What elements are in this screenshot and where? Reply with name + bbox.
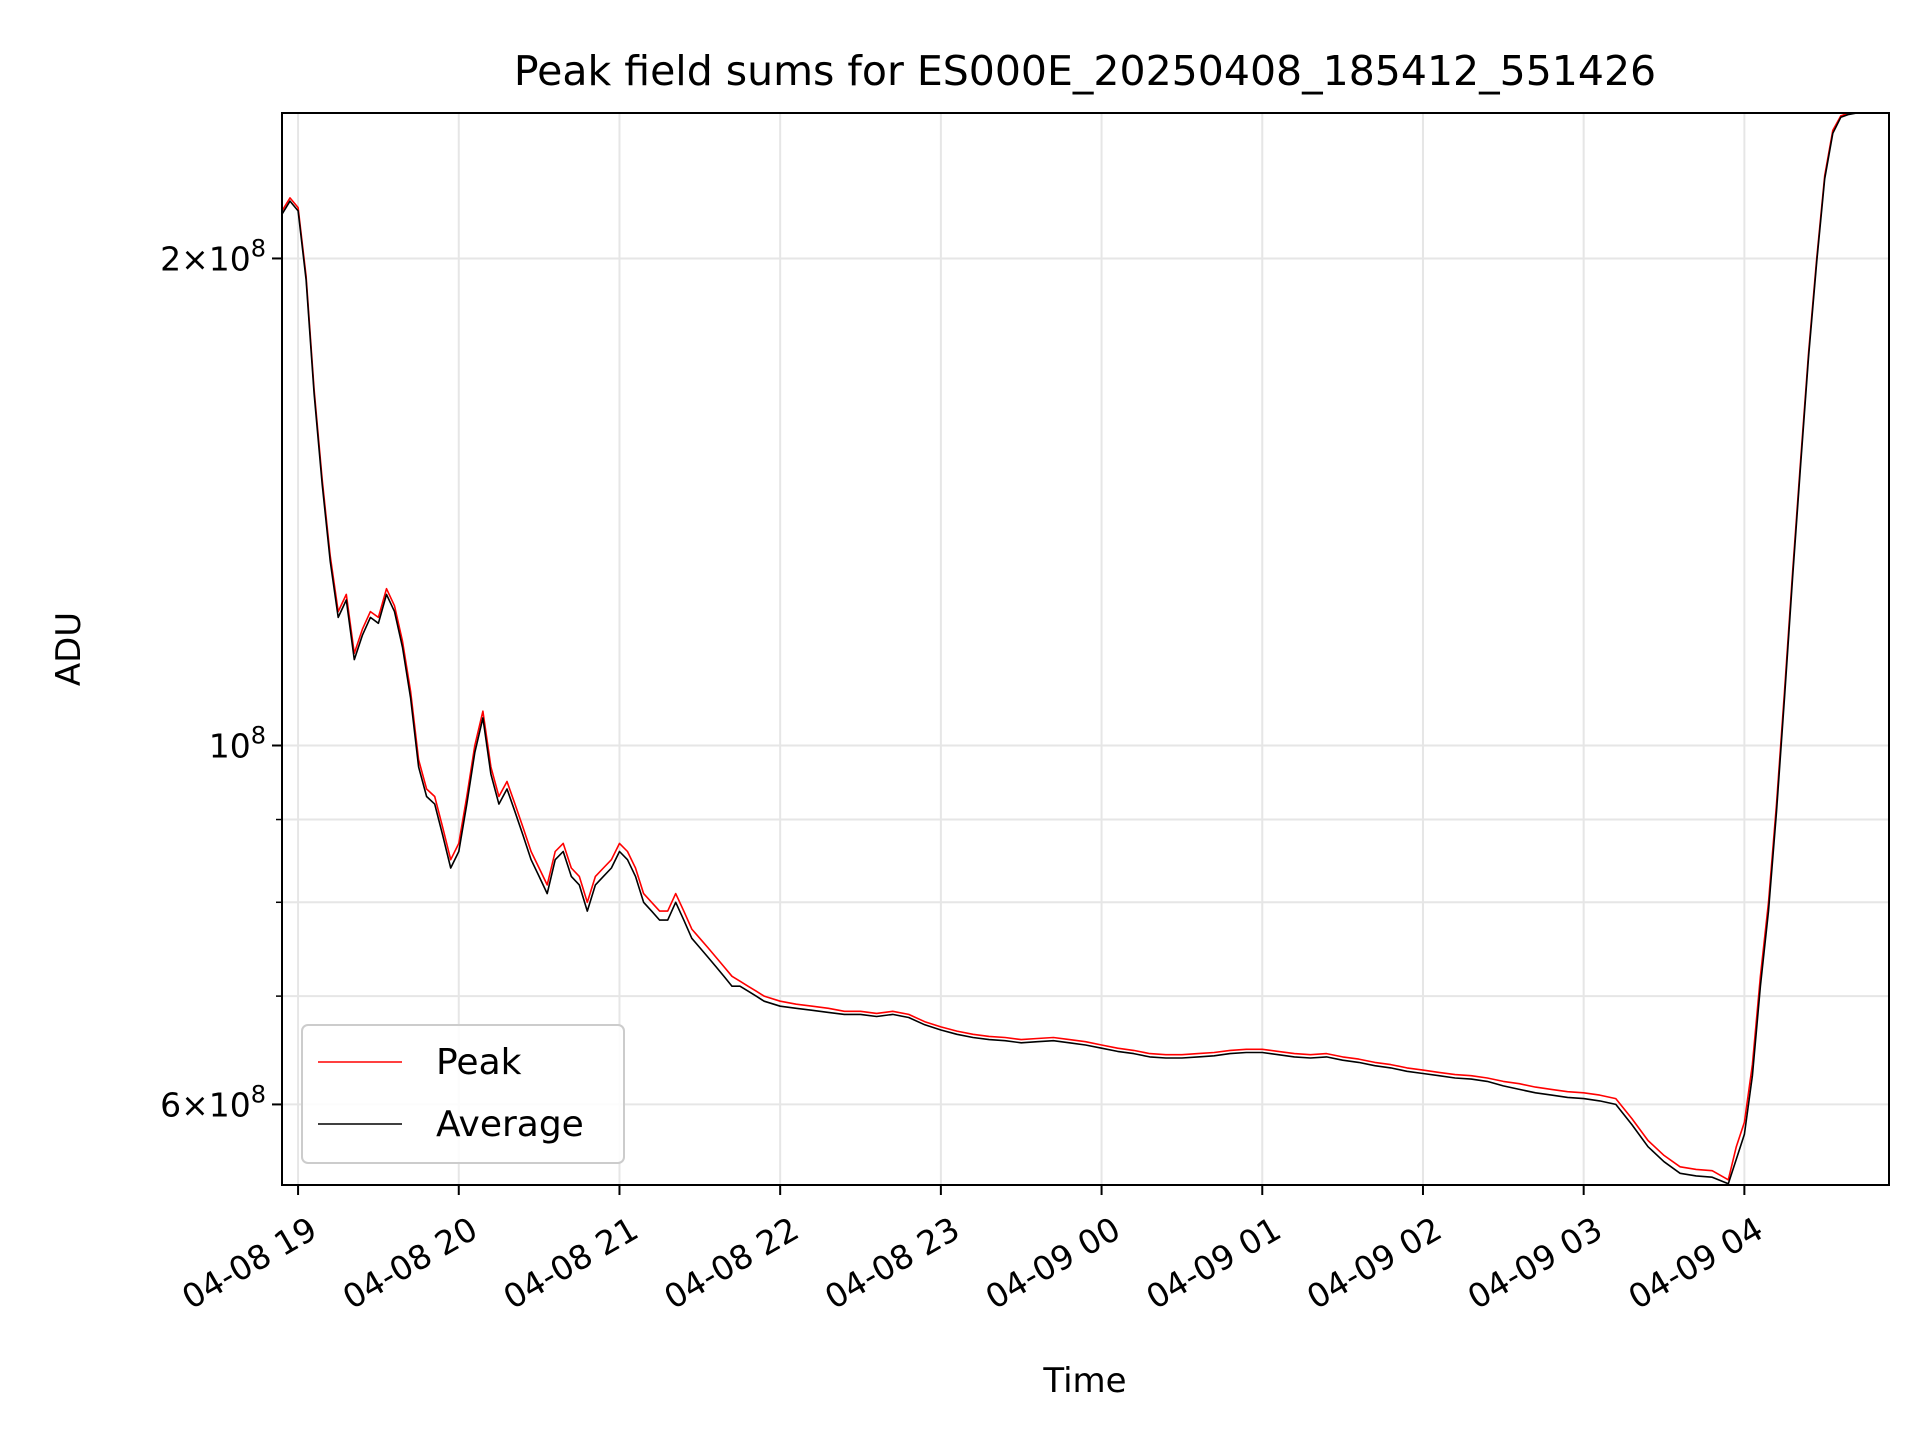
y-axis-title: ADU	[49, 612, 89, 686]
y-tick-label: 6×108	[160, 1080, 266, 1124]
series-line-average	[281, 112, 1881, 1185]
chart-title: Peak field sums for ES000E_20250408_1854…	[514, 47, 1656, 95]
x-axis-title: Time	[1042, 1361, 1126, 1401]
legend-label-average: Average	[436, 1104, 584, 1145]
y-tick-label: 2×108	[160, 234, 266, 278]
y-tick-label: 108	[209, 721, 266, 765]
legend-label-peak: Peak	[436, 1042, 522, 1083]
series-line-peak	[281, 112, 1881, 1181]
plot-area-frame	[281, 112, 1890, 1186]
legend: Peak Average	[301, 1024, 625, 1164]
legend-box	[301, 1024, 625, 1164]
data-lines	[281, 112, 1881, 1185]
plot-area-background	[282, 113, 1889, 1185]
